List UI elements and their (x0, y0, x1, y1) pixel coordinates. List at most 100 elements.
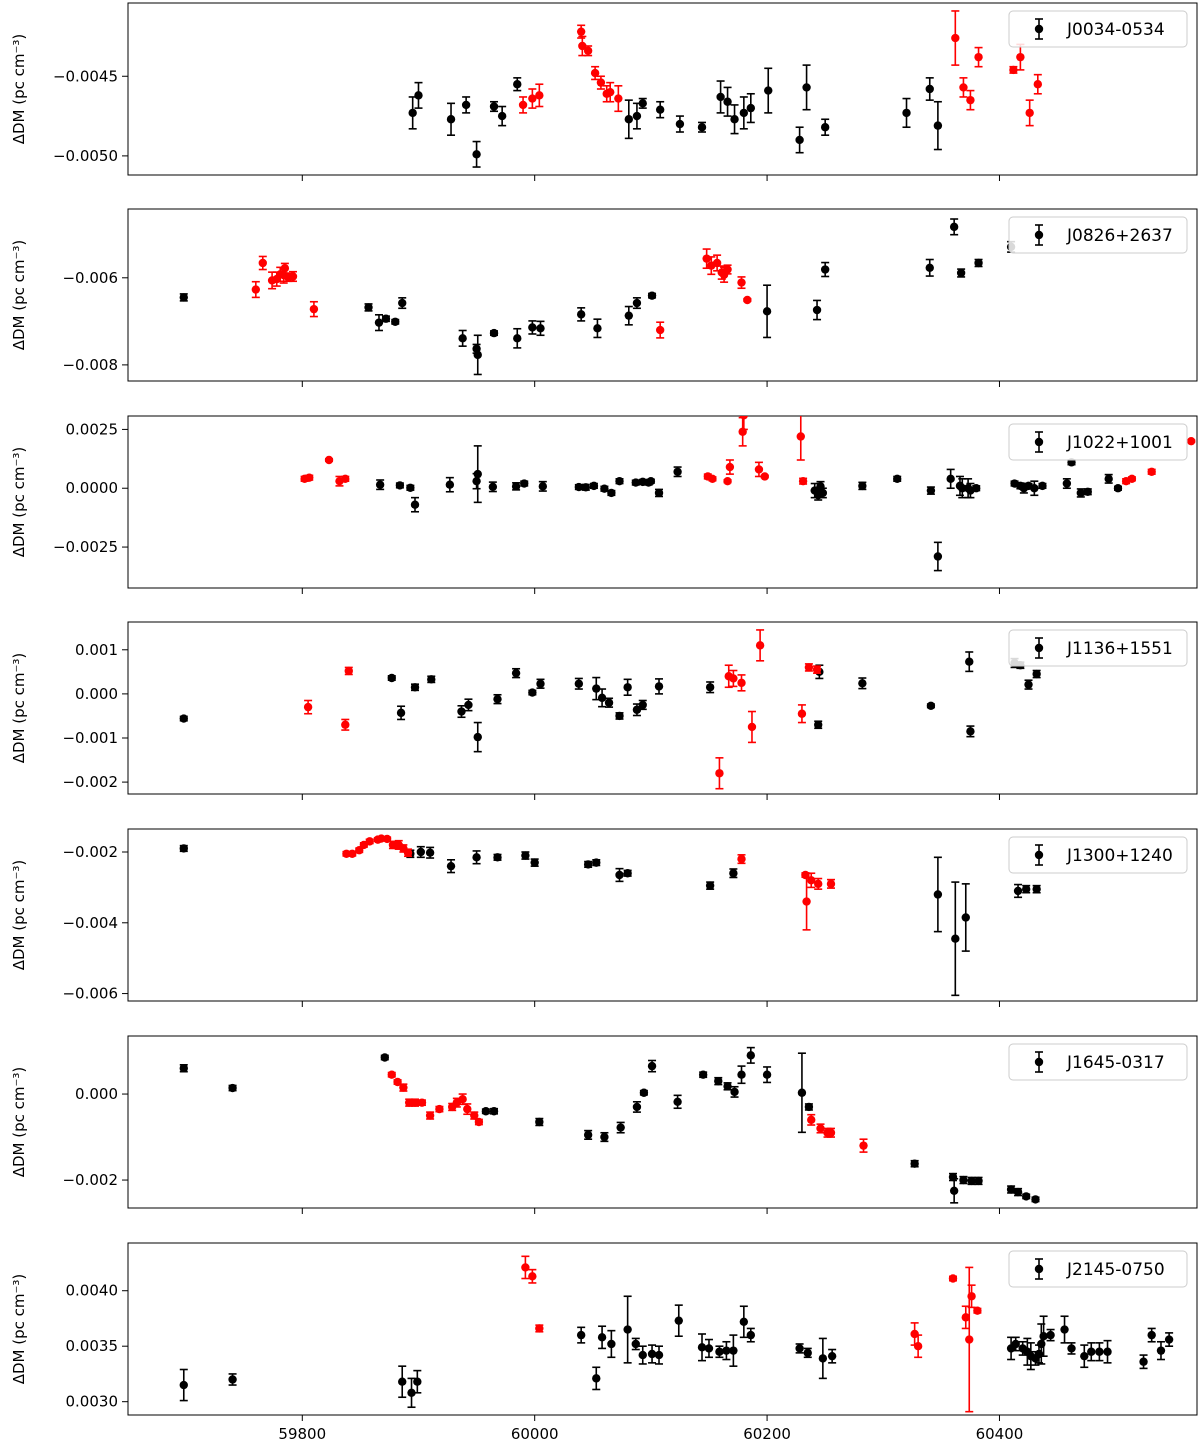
marker (827, 1351, 837, 1361)
marker (406, 483, 415, 492)
marker (714, 1076, 723, 1086)
y-tick-label: 0.000 (75, 685, 118, 703)
marker (974, 258, 983, 268)
black-series-point (1147, 1327, 1156, 1343)
marker (737, 678, 746, 688)
black-series-point (705, 681, 715, 694)
black-series-point (812, 299, 822, 321)
y-tick-label: −0.002 (62, 1171, 118, 1189)
black-series-point (795, 1343, 804, 1354)
black-series-point (1080, 1344, 1089, 1369)
marker (1095, 1347, 1104, 1356)
marker (697, 1343, 707, 1352)
black-series-point (730, 1085, 739, 1098)
data-points (179, 218, 1016, 376)
marker (762, 307, 772, 316)
black-series-point (1156, 1340, 1166, 1361)
marker (581, 483, 591, 492)
marker (457, 707, 466, 716)
marker (396, 708, 406, 718)
marker (445, 480, 455, 489)
black-series-point (410, 496, 420, 513)
y-tick-label: 0.001 (75, 641, 118, 659)
marker (796, 432, 805, 441)
black-series-point (858, 481, 867, 491)
red-series-point (309, 300, 319, 318)
red-series-point (387, 1070, 396, 1079)
marker (583, 1130, 593, 1140)
red-series-point (251, 280, 261, 299)
black-series-point (413, 1369, 422, 1394)
black-series-point (654, 1345, 664, 1365)
red-series-point (959, 77, 968, 98)
marker (1103, 1347, 1112, 1356)
red-series-point (583, 45, 593, 57)
red-series-point (463, 1103, 472, 1116)
red-series-point (708, 474, 717, 484)
marker (1033, 80, 1043, 89)
marker (961, 1313, 970, 1322)
black-series-point (951, 881, 960, 997)
marker (535, 1324, 544, 1333)
black-series-point (493, 693, 502, 705)
marker (697, 123, 707, 132)
marker (631, 478, 640, 487)
black-series-point (530, 858, 539, 867)
marker (820, 265, 830, 274)
black-series-point (655, 100, 665, 119)
marker (1087, 1347, 1096, 1356)
black-series-point (956, 268, 966, 278)
marker (647, 291, 657, 300)
y-axis-label: ΔDM (pc cm⁻³) (10, 1274, 28, 1385)
black-series-point (632, 703, 642, 717)
legend: J1645-0317 (1008, 1043, 1188, 1081)
legend: J1300+1240 (1008, 836, 1188, 874)
black-series-point (673, 466, 682, 478)
black-series-point (464, 698, 473, 712)
black-series-point (729, 1334, 738, 1367)
black-series-point (592, 1366, 601, 1391)
marker (458, 1095, 467, 1104)
black-series-point (1032, 669, 1041, 679)
legend-box (1008, 1043, 1188, 1081)
black-series-point (624, 99, 634, 140)
black-series-point (458, 329, 467, 347)
black-series-point (1095, 1342, 1104, 1362)
black-series-point (398, 1365, 407, 1399)
black-series-point (1021, 1192, 1031, 1201)
marker (638, 99, 647, 108)
black-series-point (604, 697, 614, 708)
black-series-point (520, 479, 529, 488)
marker (958, 484, 967, 493)
legend-marker (1034, 24, 1044, 34)
marker (1060, 1325, 1069, 1334)
marker (797, 709, 807, 718)
black-series-point (380, 1053, 389, 1062)
red-series-point (747, 710, 757, 744)
black-series-point (746, 1327, 756, 1343)
marker (638, 700, 647, 710)
black-series-point (615, 476, 624, 486)
marker (1046, 1330, 1055, 1340)
marker (826, 1128, 836, 1137)
black-series-point (818, 487, 828, 499)
marker (592, 684, 601, 693)
marker (623, 683, 632, 692)
marker (1039, 1332, 1048, 1341)
black-series-point (623, 1295, 632, 1364)
marker (925, 263, 934, 272)
black-series-point (513, 327, 522, 349)
red-series-point (324, 455, 334, 465)
black-series-point (583, 860, 593, 869)
marker (949, 1186, 959, 1196)
black-series-point (528, 320, 537, 335)
marker (528, 688, 537, 697)
red-series-point (961, 1305, 970, 1330)
marker (387, 673, 396, 683)
black-series-point (364, 303, 373, 312)
red-series-point (590, 65, 600, 81)
marker (858, 679, 867, 688)
marker (1104, 474, 1113, 484)
marker (814, 879, 823, 889)
red-series-point (614, 85, 623, 113)
